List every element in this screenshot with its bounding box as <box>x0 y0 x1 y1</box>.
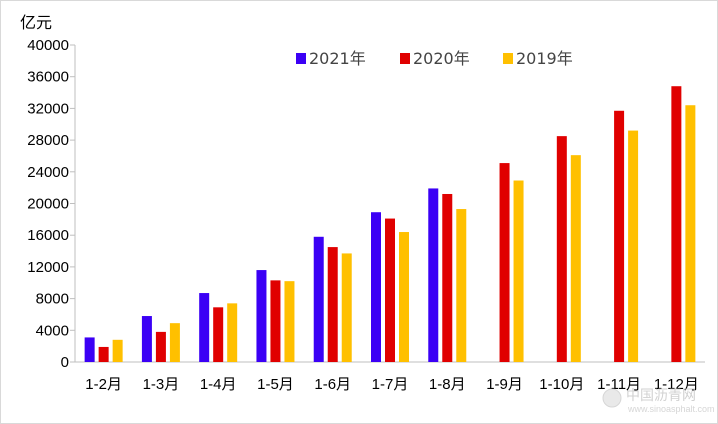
y-axis-unit-label: 亿元 <box>20 13 52 32</box>
bar-2019年-1-5月 <box>284 281 295 362</box>
legend-label: 2020年 <box>413 49 470 68</box>
x-tick-label: 1-5月 <box>257 376 294 393</box>
y-tick-label: 16000 <box>27 227 69 244</box>
watermark-logo-icon <box>602 388 622 408</box>
x-tick-label: 1-8月 <box>429 376 466 393</box>
bar-2021年-1-3月 <box>141 316 152 362</box>
bar-2019年-1-7月 <box>399 232 409 362</box>
bar-2019年-1-2月 <box>112 339 123 362</box>
y-tick-label: 32000 <box>27 100 69 117</box>
x-tick-label: 1-11月 <box>597 376 641 393</box>
y-tick-label: 8000 <box>36 291 69 308</box>
legend-label: 2021年 <box>309 49 366 68</box>
y-tick-label: 4000 <box>36 322 69 339</box>
x-axis-labels: 1-2月 1-3月 1-4月 1-5月 1-6月 1-7月 1-8月 1-9月 1-10月 1-1… <box>85 376 699 393</box>
bar-2019年-1-11月 <box>628 130 639 362</box>
bar-2020年-1-9月 <box>499 163 510 362</box>
bar-2021年-1-5月 <box>256 270 267 362</box>
legend-swatch <box>503 53 513 64</box>
x-tick-label: 1-7月 <box>372 376 409 393</box>
bar-2019年-1-3月 <box>169 323 180 362</box>
bar-2019年-1-10月 <box>570 155 581 362</box>
legend-label: 2019年 <box>516 49 573 68</box>
y-tick-label: 40000 <box>27 37 69 54</box>
watermark-logo: 中国沥青网 www.sinoasphalt.com <box>602 388 715 414</box>
y-tick-label: 20000 <box>27 196 69 213</box>
bar-2020年-1-8月 <box>442 193 453 362</box>
bar-2021年-1-7月 <box>371 212 381 362</box>
y-tick-label: 0 <box>61 354 69 371</box>
bar-2020年-1-4月 <box>213 307 224 362</box>
legend-swatch <box>296 53 306 64</box>
bar-2020年-1-3月 <box>155 331 166 362</box>
x-tick-label: 1-10月 <box>539 376 584 393</box>
bar-2020年-1-12月 <box>671 86 682 363</box>
y-tick-label: 28000 <box>27 132 69 149</box>
legend-swatch <box>400 53 410 64</box>
bar-2020年-1-6月 <box>327 247 338 362</box>
y-tick-label: 12000 <box>27 259 69 276</box>
bar-2020年-1-10月 <box>556 136 567 362</box>
x-tick-label: 1-9月 <box>486 376 523 393</box>
y-tick-label: 24000 <box>27 164 69 181</box>
x-tick-label: 1-12月 <box>654 376 699 393</box>
legend: 2021年 2020年 2019年 <box>296 49 573 68</box>
x-tick-label: 1-4月 <box>200 376 237 393</box>
x-tick-label: 1-2月 <box>85 376 122 393</box>
bar-2021年-1-6月 <box>313 236 324 362</box>
bar-2019年-1-12月 <box>685 105 696 362</box>
watermark-url: www.sinoasphalt.com <box>627 404 715 414</box>
y-axis-ticks: 0 4000 8000 12000 16000 20000 24000 28000 32000 3… <box>27 37 75 371</box>
bar-2019年-1-4月 <box>227 303 238 362</box>
bar-2021年-1-4月 <box>199 293 210 362</box>
bar-2019年-1-9月 <box>513 180 524 362</box>
y-tick-label: 36000 <box>27 69 69 86</box>
bar-2021年-1-2月 <box>84 337 95 362</box>
x-tick-label: 1-3月 <box>143 376 180 393</box>
bar-series-group <box>84 86 696 363</box>
bar-2020年-1-5月 <box>270 280 281 362</box>
bar-2020年-1-7月 <box>385 218 395 362</box>
watermark-text: 中国沥青网 <box>626 388 696 404</box>
bar-2020年-1-2月 <box>98 346 109 362</box>
bar-2021年-1-8月 <box>428 188 439 362</box>
bar-2020年-1-11月 <box>614 110 625 362</box>
bar-2019年-1-6月 <box>341 253 352 362</box>
bar-2019年-1-8月 <box>456 209 467 362</box>
x-tick-label: 1-6月 <box>314 376 351 393</box>
